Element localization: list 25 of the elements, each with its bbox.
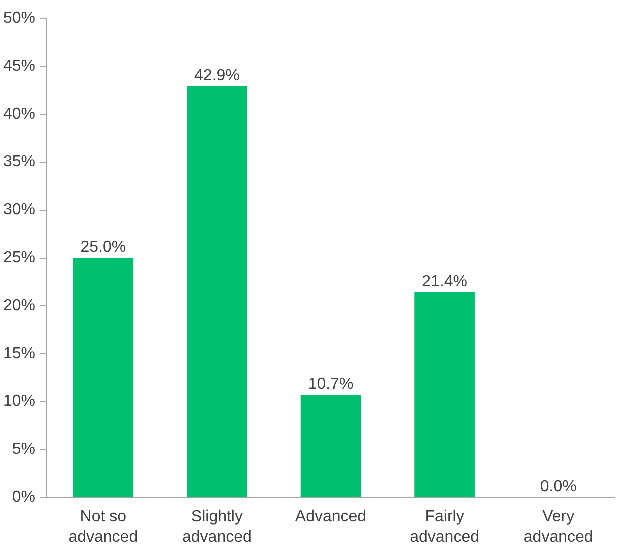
- bar: [414, 292, 475, 498]
- y-tick-label: 40%: [3, 106, 36, 123]
- x-tick-label: Slightly advanced: [182, 508, 252, 546]
- data-label: 42.9%: [194, 68, 240, 85]
- x-tick-label: Very advanced: [524, 508, 594, 546]
- x-tick-label: Advanced: [295, 508, 367, 526]
- y-tick-label: 20%: [3, 297, 36, 314]
- y-tick-label: 50%: [3, 10, 36, 27]
- bar: [73, 258, 134, 498]
- y-tick-label: 45%: [3, 58, 36, 75]
- data-label: 25.0%: [80, 239, 126, 256]
- x-tick-label: Fairly advanced: [410, 508, 480, 546]
- data-label: 21.4%: [422, 273, 468, 290]
- y-tick-label: 25%: [3, 250, 36, 266]
- y-tick-label: 15%: [3, 345, 36, 362]
- bar: [187, 86, 248, 498]
- y-tick-label: 35%: [3, 154, 36, 171]
- x-tick-label: Not so advanced: [68, 508, 138, 546]
- y-tick-label: 30%: [3, 202, 36, 219]
- y-tick-label: 5%: [12, 441, 36, 458]
- y-tick-label: 10%: [3, 393, 36, 410]
- y-tick-label: 0%: [12, 489, 36, 506]
- data-label: 10.7%: [308, 376, 354, 393]
- bar: [300, 394, 362, 498]
- data-label: 0.0%: [540, 478, 577, 496]
